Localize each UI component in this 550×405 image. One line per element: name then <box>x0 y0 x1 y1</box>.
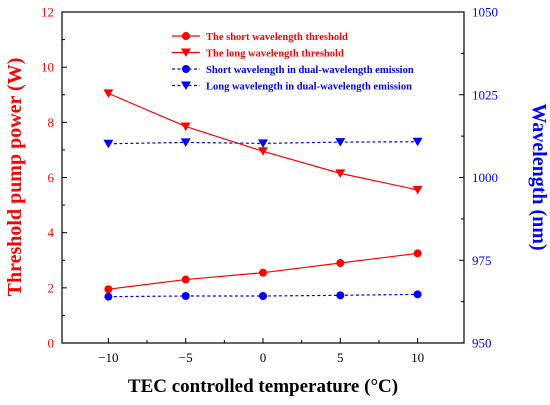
data-point <box>413 290 422 299</box>
left-y-tick-label: 6 <box>48 170 55 185</box>
data-point <box>104 285 113 294</box>
data-point <box>104 292 113 301</box>
series-3 <box>104 290 422 301</box>
data-point <box>258 139 268 148</box>
x-tick-label: −5 <box>179 350 193 365</box>
series-2 <box>103 89 423 195</box>
legend-label: The long wavelength threshold <box>206 48 344 59</box>
data-point <box>336 259 345 268</box>
right-y-tick-label: 950 <box>472 336 492 351</box>
x-tick-label: −10 <box>98 350 118 365</box>
legend-entry-4: Long wavelength in dual-wavelength emiss… <box>172 81 412 92</box>
series-1 <box>104 249 422 294</box>
legend-marker <box>181 48 191 57</box>
x-tick-label: 5 <box>337 350 344 365</box>
left-y-tick-label: 2 <box>48 280 55 295</box>
legend-entry-1: The short wavelength threshold <box>172 32 348 43</box>
series-4 <box>103 137 423 149</box>
x-axis-label: TEC controlled temperature (°C) <box>128 376 398 397</box>
legend-marker <box>182 65 190 73</box>
legend-marker <box>182 32 190 40</box>
legend-label: Short wavelength in dual-wavelength emis… <box>206 65 414 76</box>
right-y-tick-label: 1000 <box>472 170 498 185</box>
data-point <box>181 275 190 284</box>
legend-marker <box>181 81 191 90</box>
right-y-axis-label: Wavelength (nm) <box>528 103 550 250</box>
data-point <box>180 138 191 147</box>
right-y-tick-label: 975 <box>472 253 492 268</box>
data-point <box>258 147 268 156</box>
data-point <box>412 137 423 147</box>
x-tick-label: 10 <box>411 350 424 365</box>
data-point <box>413 249 422 258</box>
data-point <box>259 268 267 277</box>
data-point <box>336 291 345 300</box>
left-y-tick-label: 8 <box>48 115 55 130</box>
right-y-tick-label: 1050 <box>472 5 498 20</box>
legend-entry-3: Short wavelength in dual-wavelength emis… <box>172 65 414 76</box>
legend-label: Long wavelength in dual-wavelength emiss… <box>206 81 412 92</box>
x-tick-label: 0 <box>260 350 267 365</box>
left-y-axis-label: Threshold pump power (W) <box>4 58 26 297</box>
left-y-tick-label: 12 <box>41 5 54 20</box>
data-point <box>259 291 267 300</box>
data-point <box>180 122 191 131</box>
left-y-tick-label: 0 <box>48 336 55 351</box>
data-point <box>412 185 423 195</box>
right-y-tick-label: 1025 <box>472 87 498 102</box>
left-y-tick-label: 10 <box>41 60 54 75</box>
legend-entry-2: The long wavelength threshold <box>172 48 344 59</box>
left-y-tick-label: 4 <box>48 225 55 240</box>
data-point <box>103 89 114 98</box>
data-point <box>181 291 190 300</box>
data-point <box>335 138 346 147</box>
data-point <box>103 139 114 149</box>
data-point <box>335 169 346 178</box>
legend-label: The short wavelength threshold <box>206 32 348 43</box>
